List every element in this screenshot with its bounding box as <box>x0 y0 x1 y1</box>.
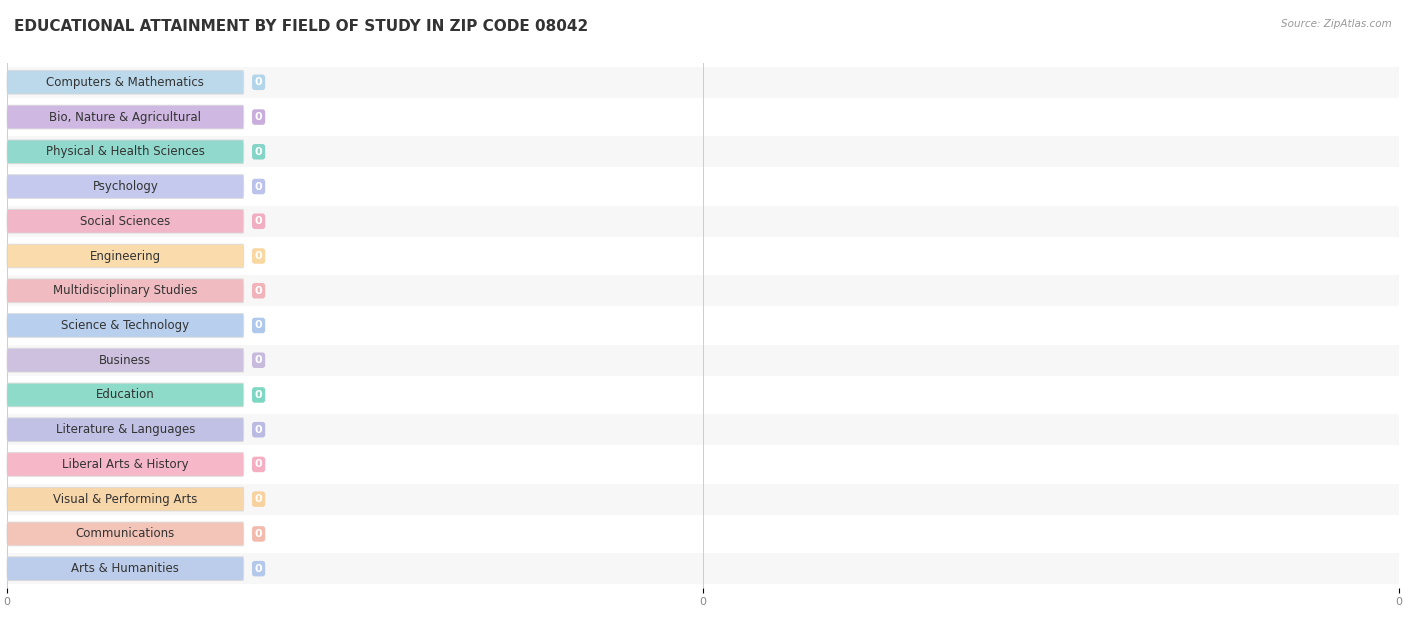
FancyBboxPatch shape <box>7 418 243 442</box>
FancyBboxPatch shape <box>7 313 243 337</box>
FancyBboxPatch shape <box>7 449 1399 480</box>
FancyBboxPatch shape <box>7 553 1399 585</box>
FancyBboxPatch shape <box>7 244 243 268</box>
FancyBboxPatch shape <box>7 557 243 580</box>
FancyBboxPatch shape <box>7 136 1399 167</box>
FancyBboxPatch shape <box>7 522 243 545</box>
Text: Communications: Communications <box>76 528 174 540</box>
Text: 0: 0 <box>254 529 263 539</box>
Text: 0: 0 <box>254 251 263 261</box>
FancyBboxPatch shape <box>7 483 1399 515</box>
FancyBboxPatch shape <box>7 240 1399 272</box>
Text: 0: 0 <box>254 216 263 226</box>
Text: 0: 0 <box>254 320 263 331</box>
Text: Source: ZipAtlas.com: Source: ZipAtlas.com <box>1281 19 1392 29</box>
FancyBboxPatch shape <box>7 414 1399 446</box>
FancyBboxPatch shape <box>7 453 243 477</box>
Text: Education: Education <box>96 389 155 401</box>
Text: Visual & Performing Arts: Visual & Performing Arts <box>53 493 197 506</box>
FancyBboxPatch shape <box>7 518 1399 550</box>
FancyBboxPatch shape <box>7 171 1399 202</box>
Text: EDUCATIONAL ATTAINMENT BY FIELD OF STUDY IN ZIP CODE 08042: EDUCATIONAL ATTAINMENT BY FIELD OF STUDY… <box>14 19 588 34</box>
Text: 0: 0 <box>254 77 263 87</box>
FancyBboxPatch shape <box>7 140 243 164</box>
FancyBboxPatch shape <box>7 310 1399 341</box>
Text: 0: 0 <box>254 564 263 574</box>
Text: Bio, Nature & Agricultural: Bio, Nature & Agricultural <box>49 111 201 123</box>
Text: Social Sciences: Social Sciences <box>80 215 170 228</box>
FancyBboxPatch shape <box>7 487 243 511</box>
Text: 0: 0 <box>254 494 263 504</box>
Text: Psychology: Psychology <box>93 180 159 193</box>
Text: 0: 0 <box>254 459 263 470</box>
Text: 0: 0 <box>254 181 263 191</box>
FancyBboxPatch shape <box>7 209 243 233</box>
Text: 0: 0 <box>254 147 263 157</box>
Text: Physical & Health Sciences: Physical & Health Sciences <box>46 145 205 158</box>
Text: Arts & Humanities: Arts & Humanities <box>72 562 180 575</box>
Text: 0: 0 <box>254 390 263 400</box>
Text: 0: 0 <box>254 355 263 365</box>
Text: Literature & Languages: Literature & Languages <box>56 423 195 436</box>
Text: Engineering: Engineering <box>90 250 160 262</box>
Text: 0: 0 <box>254 425 263 435</box>
FancyBboxPatch shape <box>7 101 1399 133</box>
FancyBboxPatch shape <box>7 344 1399 376</box>
FancyBboxPatch shape <box>7 348 243 372</box>
Text: Science & Technology: Science & Technology <box>62 319 190 332</box>
FancyBboxPatch shape <box>7 275 1399 307</box>
FancyBboxPatch shape <box>7 106 243 129</box>
FancyBboxPatch shape <box>7 379 1399 411</box>
Text: 0: 0 <box>254 286 263 296</box>
Text: Business: Business <box>100 354 152 367</box>
FancyBboxPatch shape <box>7 383 243 407</box>
Text: Multidisciplinary Studies: Multidisciplinary Studies <box>53 284 198 297</box>
FancyBboxPatch shape <box>7 71 243 94</box>
FancyBboxPatch shape <box>7 205 1399 237</box>
Text: Computers & Mathematics: Computers & Mathematics <box>46 76 204 89</box>
FancyBboxPatch shape <box>7 174 243 198</box>
FancyBboxPatch shape <box>7 279 243 303</box>
Text: 0: 0 <box>254 112 263 122</box>
Text: Liberal Arts & History: Liberal Arts & History <box>62 458 188 471</box>
FancyBboxPatch shape <box>7 66 1399 98</box>
